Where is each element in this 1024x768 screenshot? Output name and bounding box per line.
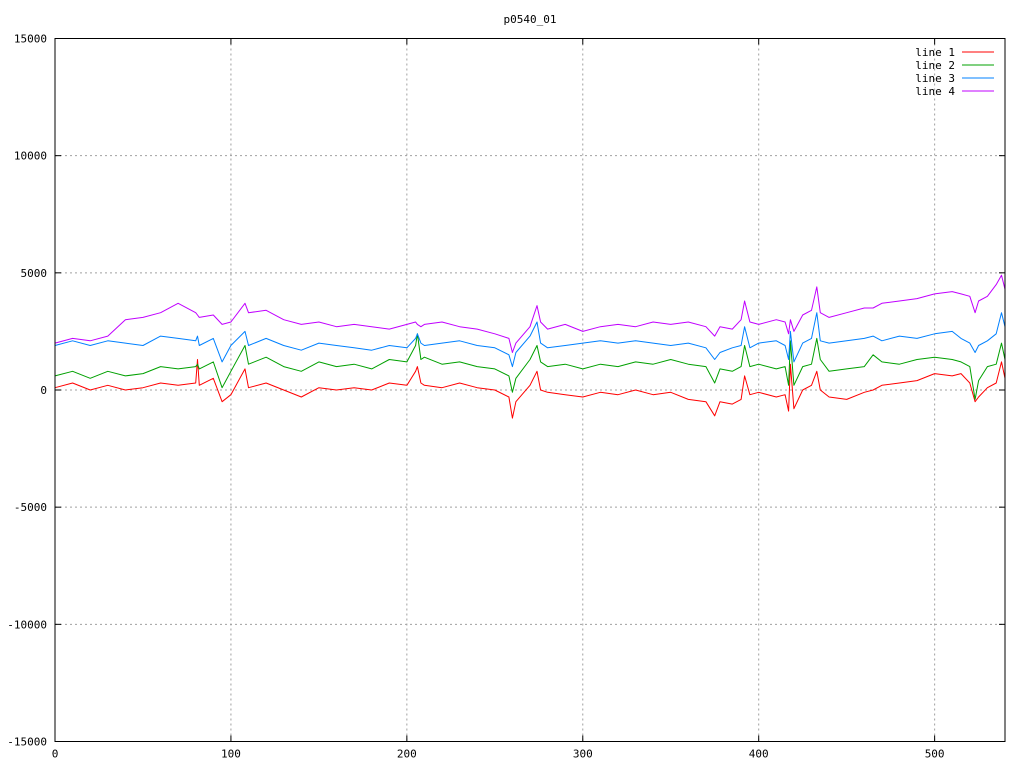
y-tick-label: 15000 [14, 33, 47, 46]
x-tick-label: 500 [925, 748, 945, 761]
legend-label: line 3 [915, 72, 955, 85]
legend-label: line 2 [915, 59, 955, 72]
legend-label: line 4 [915, 85, 955, 98]
series-line-3 [54, 312, 1006, 368]
series-line-2 [54, 333, 1006, 400]
y-tick-label: 10000 [14, 150, 47, 163]
grid [55, 38, 1005, 742]
y-tick-label: 0 [40, 384, 47, 397]
axis-ticks: -15000 -10000 -5000 0 5000 10000 15000 0 100 200 3… [7, 33, 1005, 761]
series-layer [54, 274, 1006, 419]
x-tick-label: 300 [573, 748, 593, 761]
y-tick-label: -10000 [7, 618, 47, 631]
legend-label: line 1 [915, 46, 955, 59]
series-line-4 [54, 274, 1006, 353]
x-tick-label: 100 [221, 748, 241, 761]
y-tick-label: -5000 [14, 501, 47, 514]
series-line-1 [54, 359, 1006, 419]
x-tick-label: 200 [397, 748, 417, 761]
x-tick-label: 400 [749, 748, 769, 761]
x-tick-label: 0 [52, 748, 59, 761]
y-tick-label: -15000 [7, 736, 47, 749]
chart-title: p0540_01 [504, 13, 557, 26]
y-tick-label: 5000 [21, 267, 48, 280]
